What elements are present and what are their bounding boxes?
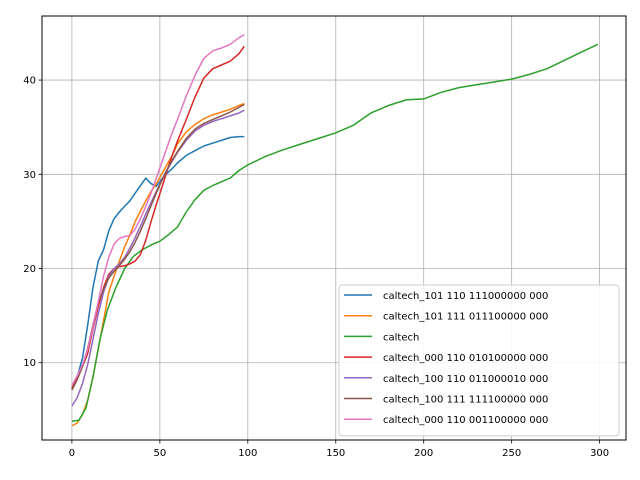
series-line-1 bbox=[71, 135, 245, 390]
legend-label-5: caltech_100 110 011000010 000 bbox=[383, 374, 548, 385]
series-line-5 bbox=[71, 109, 245, 407]
y-tick-label: 30 bbox=[23, 170, 36, 181]
series-line-4 bbox=[71, 45, 245, 389]
series-layer bbox=[71, 34, 599, 427]
series-line-3 bbox=[71, 43, 599, 422]
x-tick-label: 200 bbox=[414, 448, 433, 459]
x-tick-label: 250 bbox=[502, 448, 521, 459]
legend-label-4: caltech_000 110 010100000 000 bbox=[383, 353, 548, 364]
grid bbox=[42, 16, 626, 440]
x-tick-label: 50 bbox=[153, 448, 166, 459]
y-tick-label: 10 bbox=[23, 358, 36, 369]
y-tick-label: 20 bbox=[23, 264, 36, 275]
y-tick-label: 40 bbox=[23, 76, 36, 87]
legend-label-1: caltech_101 110 111000000 000 bbox=[383, 291, 548, 302]
legend-label-2: caltech_101 111 011100000 000 bbox=[383, 312, 548, 323]
x-tick-label: 300 bbox=[590, 448, 609, 459]
legend-box bbox=[338, 284, 620, 437]
x-tick-label: 0 bbox=[69, 448, 75, 459]
legend-label-7: caltech_000 110 001100000 000 bbox=[383, 415, 548, 426]
x-tick-label: 150 bbox=[326, 448, 345, 459]
legend-label-3: caltech bbox=[383, 332, 419, 343]
legend-label-6: caltech_100 111 111100000 000 bbox=[383, 395, 548, 406]
axis-ticks: 0 50 100 150 200 250 300 10 20 30 40 bbox=[23, 76, 609, 459]
legend: caltech_101 110 111000000 000 caltech_101… bbox=[338, 284, 620, 437]
x-tick-label: 100 bbox=[238, 448, 257, 459]
plot-frame bbox=[41, 15, 627, 441]
series-line-7 bbox=[71, 34, 245, 386]
